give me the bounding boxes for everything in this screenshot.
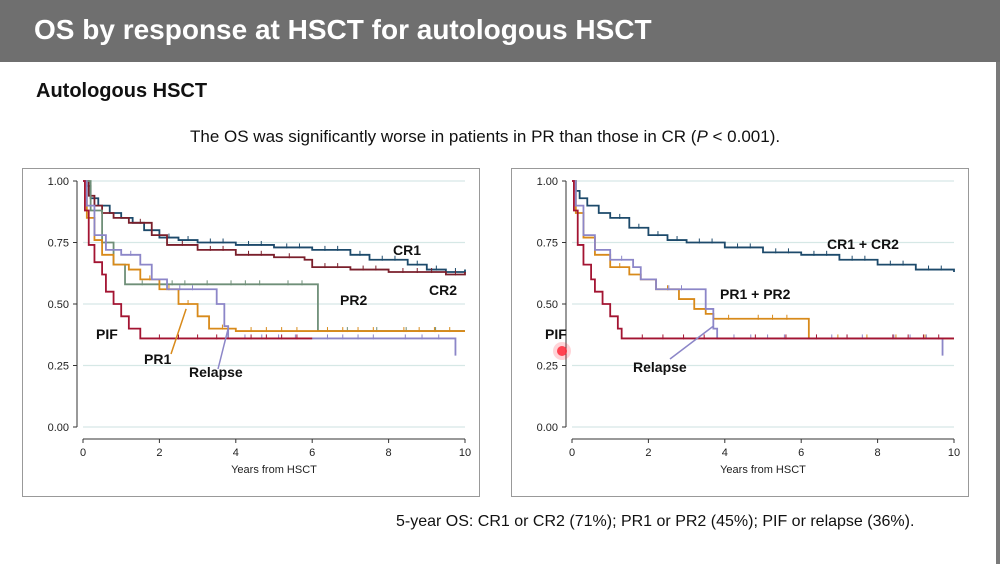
chart-panel-right: 0.00 0.25 0.50 0.75 1.00 0 2 4 6 8 10 Years from HS… (511, 168, 969, 497)
statement-p: P (696, 127, 708, 146)
y-tick-label: 1.00 (48, 176, 69, 188)
series-line-relapse (83, 180, 457, 356)
series-line-pr2 (83, 180, 465, 332)
curve-label-cr2: CR2 (429, 282, 457, 298)
x-tick-label: 0 (80, 447, 86, 459)
slide-title: OS by response at HSCT for autologous HS… (34, 14, 652, 45)
statement-text: The OS was significantly worse in patien… (190, 127, 780, 147)
curve-label-pr2: PR2 (340, 292, 367, 308)
title-bar (0, 0, 1000, 62)
curve-label-cr1-cr2: CR1 + CR2 (827, 236, 899, 252)
x-tick-label: 10 (948, 447, 960, 459)
right-border (996, 62, 1000, 564)
x-axis-title: Years from HSCT (231, 464, 317, 476)
curve-label-pr1: PR1 (144, 351, 171, 367)
label-pointer (217, 328, 229, 370)
chart-panel-left: 0.00 0.25 0.50 0.75 1.00 0 2 4 6 8 10 Years from HS… (22, 168, 480, 497)
statement-prefix: The OS was significantly worse in patien… (190, 127, 697, 146)
x-tick-label: 6 (798, 447, 804, 459)
curve-label-pr1-pr2: PR1 + PR2 (720, 286, 791, 302)
series-line-pif (572, 180, 954, 340)
x-tick-label: 2 (645, 447, 651, 459)
laser-pointer-glow (553, 342, 571, 360)
curve-label-relapse: Relapse (189, 364, 243, 380)
x-tick-label: 8 (875, 447, 881, 459)
y-tick-label: 0.00 (48, 422, 69, 434)
section-subtitle: Autologous HSCT (36, 80, 208, 102)
label-pointer (170, 308, 187, 355)
series-line-cr1-cr2 (572, 180, 955, 273)
curve-label-pif: PIF (96, 326, 118, 342)
y-tick-label: 0.75 (48, 238, 69, 250)
y-tick-label: 0.50 (48, 299, 69, 311)
x-tick-label: 8 (386, 447, 392, 459)
x-tick-label: 10 (459, 447, 471, 459)
statement-suffix: < 0.001). (707, 127, 781, 146)
y-tick-label: 0.25 (537, 361, 558, 373)
series-line-relapse (572, 180, 944, 356)
curve-label-pif: PIF (545, 326, 567, 342)
km-plot-left: 0.00 0.25 0.50 0.75 1.00 0 2 4 6 8 10 Years from HS… (48, 176, 472, 476)
laser-pointer-dot (557, 346, 567, 356)
y-tick-label: 0.25 (48, 361, 69, 373)
x-tick-label: 2 (156, 447, 162, 459)
km-plot-right: 0.00 0.25 0.50 0.75 1.00 0 2 4 6 8 10 Years from HS… (537, 176, 961, 476)
label-pointer (669, 325, 714, 360)
curve-label-cr1: CR1 (393, 242, 421, 258)
y-tick-label: 0.75 (537, 238, 558, 250)
y-tick-label: 1.00 (537, 176, 558, 188)
x-tick-label: 4 (233, 447, 239, 459)
series-line-pif (83, 180, 313, 340)
footer-note: 5-year OS: CR1 or CR2 (71%); PR1 or PR2 … (396, 513, 915, 530)
x-tick-label: 0 (569, 447, 575, 459)
curve-label-relapse: Relapse (633, 359, 687, 375)
y-tick-label: 0.50 (537, 299, 558, 311)
y-tick-label: 0.00 (537, 422, 558, 434)
x-axis-title: Years from HSCT (720, 464, 806, 476)
x-tick-label: 6 (309, 447, 315, 459)
x-tick-label: 4 (722, 447, 728, 459)
